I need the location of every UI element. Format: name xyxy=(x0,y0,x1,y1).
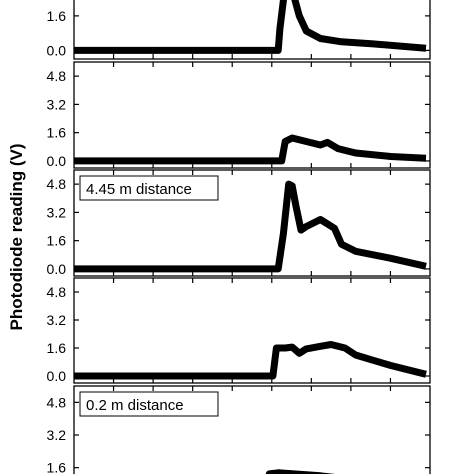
panel-1: 0.0 1.6 xyxy=(47,0,431,60)
y-tick-label: 1.6 xyxy=(47,233,67,249)
y-tick-label: 1.6 xyxy=(47,8,67,24)
y-tick-label: 3.2 xyxy=(47,204,67,220)
y-tick-label: 0.0 xyxy=(47,368,67,384)
panel-frame xyxy=(73,61,431,169)
y-tick-label: 1.6 xyxy=(47,460,67,474)
panel-4: 0.0 1.6 3.2 4.8 xyxy=(47,277,431,384)
distance-annotation: 0.2 m distance xyxy=(79,391,219,417)
y-tick-label: 1.6 xyxy=(47,340,67,356)
series-line-1 xyxy=(74,180,427,273)
panel-frame xyxy=(73,0,431,60)
y-tick-label: 4.8 xyxy=(47,68,67,84)
y-tick-label: 3.2 xyxy=(47,96,67,112)
annotation-box xyxy=(79,391,219,417)
panel-frame xyxy=(73,277,431,384)
y-tick-label: 4.8 xyxy=(47,284,67,300)
y-tick-label: 0.0 xyxy=(47,153,67,169)
y-tick-label: 0.0 xyxy=(47,42,67,58)
annotation-text: 4.45 m distance xyxy=(86,181,192,198)
series-line-1 xyxy=(74,134,427,165)
y-axis-label: Photodiode reading (V) xyxy=(7,144,26,331)
panel-3: 0.0 1.6 3.2 4.8 4.45 m distance xyxy=(47,169,431,277)
y-tick-label: 4.8 xyxy=(47,176,67,192)
y-tick-label: 4.8 xyxy=(47,394,67,410)
panel-5: 1.6 3.2 4.8 0.2 m distance xyxy=(47,385,431,474)
y-tick-label: 0.0 xyxy=(47,261,67,277)
y-tick-label: 3.2 xyxy=(47,312,67,328)
panel-2: 0.0 1.6 3.2 4.8 xyxy=(47,61,431,169)
panel-frame xyxy=(73,169,431,277)
series-line-1 xyxy=(74,341,427,380)
distance-annotation: 4.45 m distance xyxy=(79,175,219,201)
annotation-text: 0.2 m distance xyxy=(86,397,184,414)
series-line-1 xyxy=(74,0,427,54)
y-tick-label: 3.2 xyxy=(47,427,67,443)
y-tick-label: 1.6 xyxy=(47,125,67,141)
annotation-box xyxy=(79,175,219,201)
